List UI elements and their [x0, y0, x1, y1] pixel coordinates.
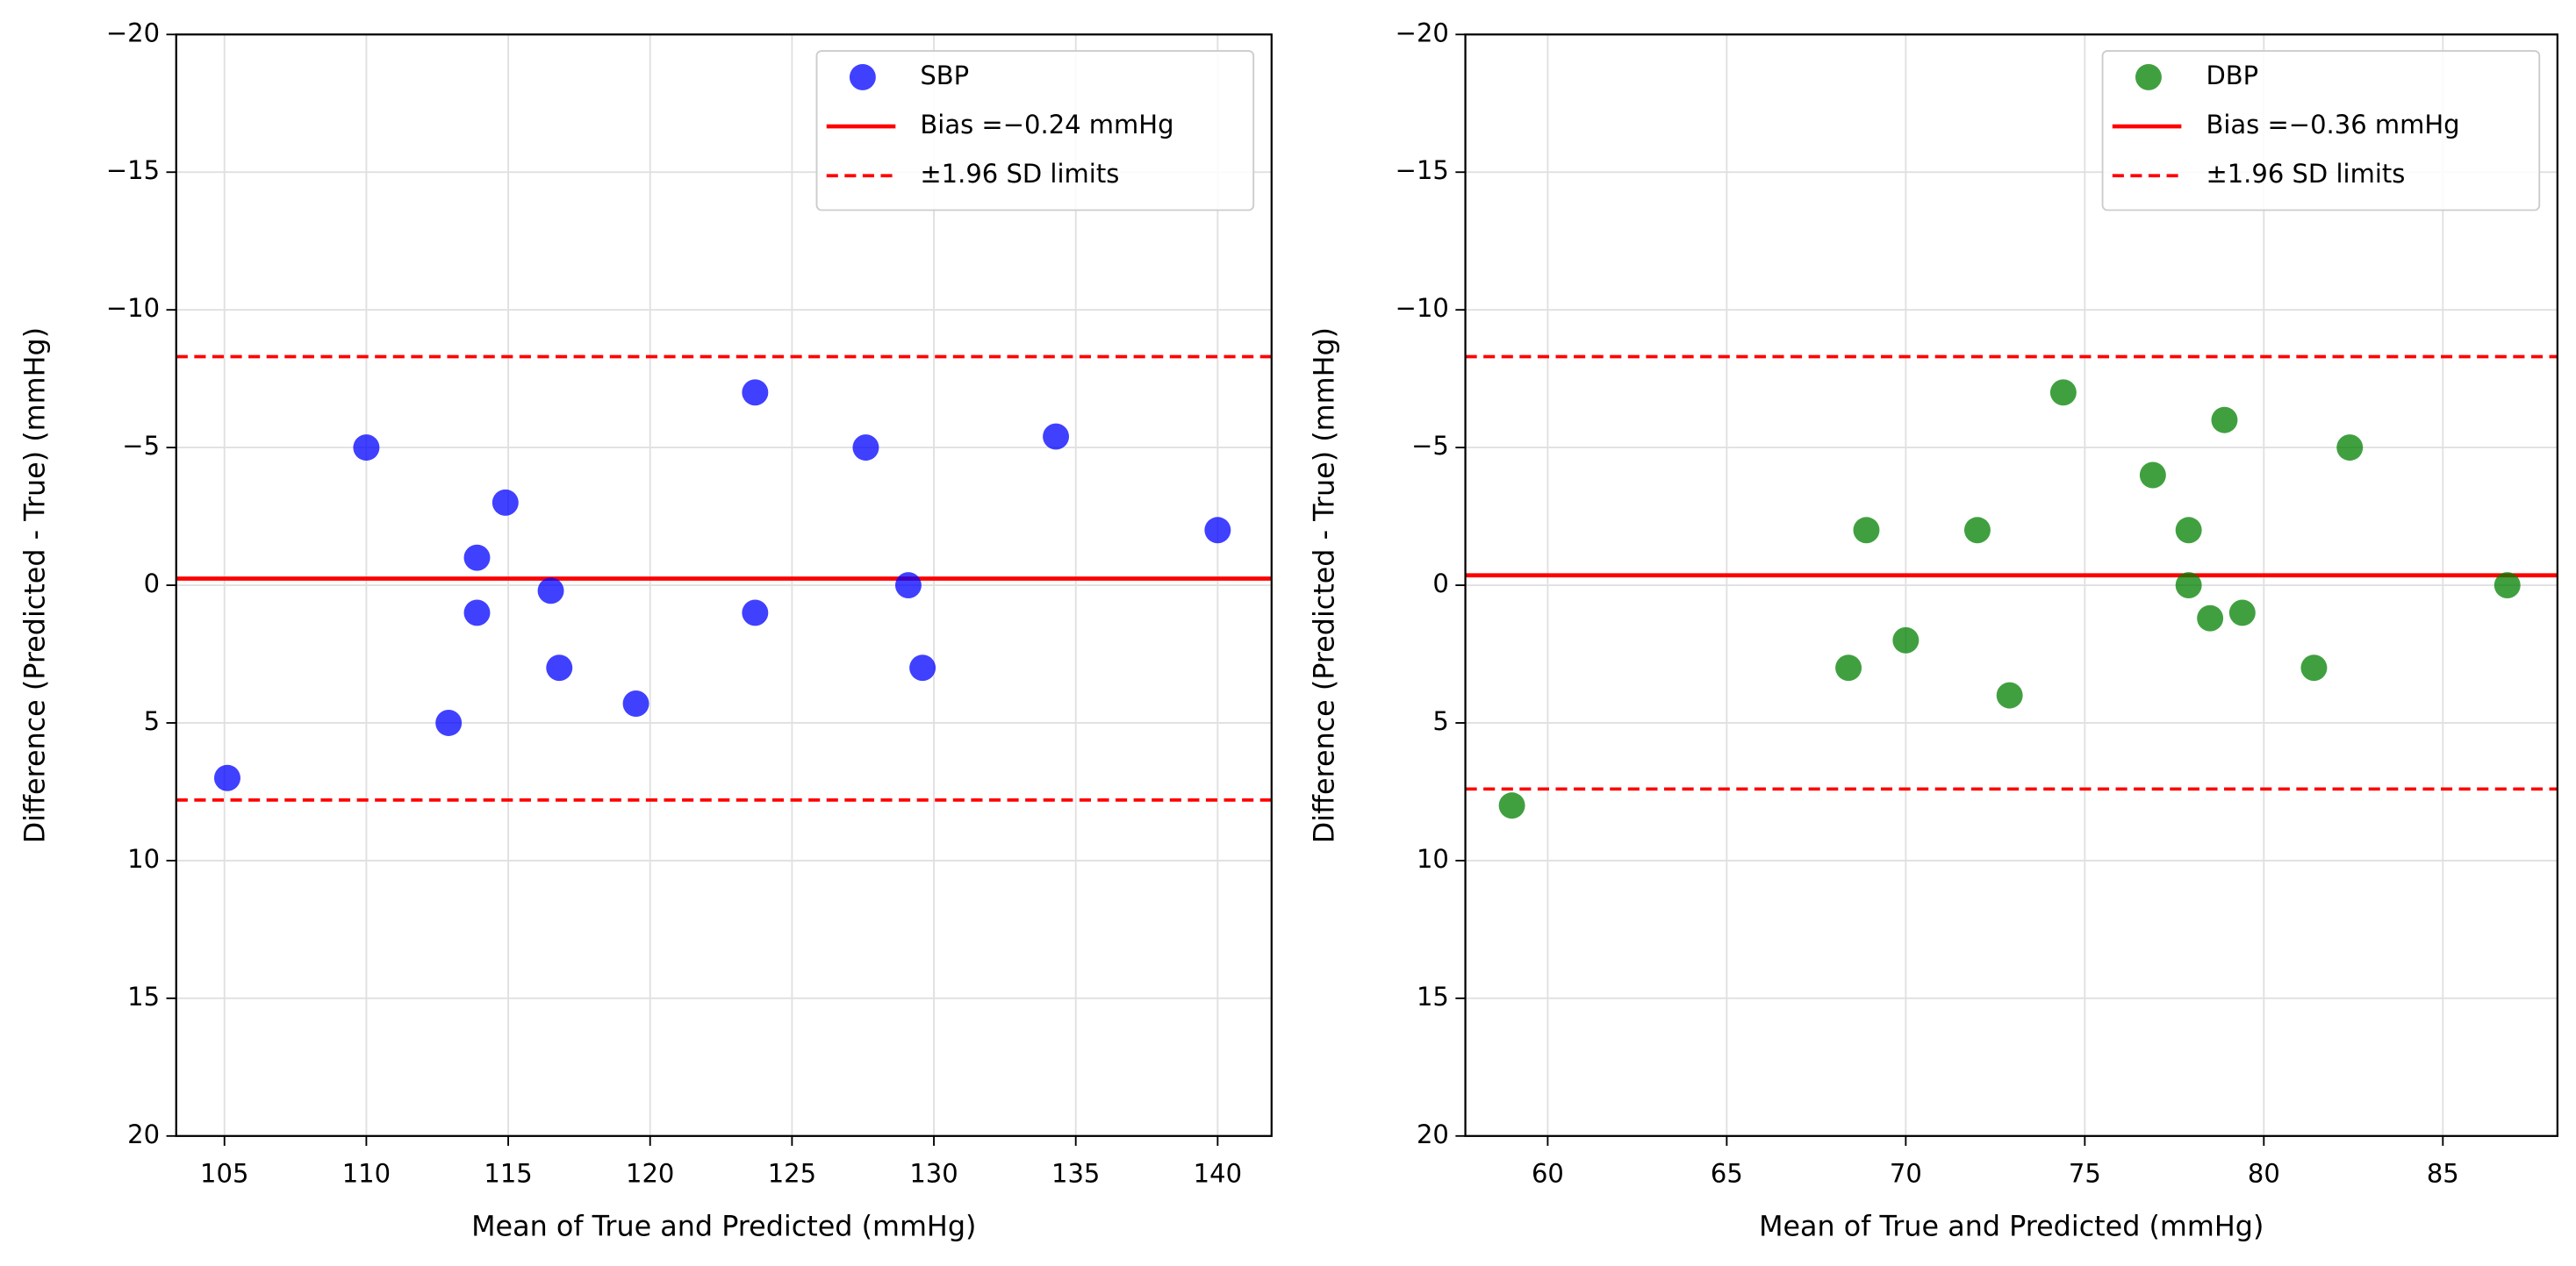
legend-box: [815, 50, 1255, 211]
point: [1204, 517, 1231, 544]
point: [492, 489, 519, 516]
point: [537, 577, 564, 604]
plot-panel: 105 110 115 120 125 130 135 140 −20 −15 −10 −5 0 5 10 1…: [19, 18, 1273, 1243]
point: [852, 434, 879, 461]
y-tick-label: −20: [1396, 18, 1449, 47]
x-tick-label: 65: [1711, 1159, 1743, 1189]
point: [742, 379, 769, 406]
y-tick-label: 20: [127, 1119, 160, 1149]
x-tick-label: 115: [484, 1159, 532, 1189]
x-tick-label: 140: [1194, 1159, 1242, 1189]
x-tick-label: 130: [909, 1159, 958, 1189]
x-tick-label: 75: [2069, 1159, 2101, 1189]
point: [435, 710, 463, 736]
y-tick-label: −20: [106, 18, 160, 47]
point: [742, 599, 769, 626]
legend-label: ±1.96 SD limits: [920, 159, 1119, 189]
point: [1835, 654, 1862, 682]
point: [2197, 604, 2224, 632]
x-tick-label: 80: [2248, 1159, 2280, 1189]
y-tick-label: −5: [1411, 431, 1449, 461]
y-tick-label: 15: [1417, 982, 1449, 1012]
x-axis-label: Mean of True and Predicted (mmHg): [471, 1211, 976, 1243]
y-tick-label: −10: [1396, 293, 1449, 323]
point: [2049, 379, 2077, 406]
x-tick-label: 110: [342, 1159, 391, 1189]
x-axis-label: Mean of True and Predicted (mmHg): [1759, 1211, 2264, 1243]
legend-marker: [849, 63, 876, 90]
y-tick-label: −15: [106, 155, 160, 185]
point: [2175, 572, 2202, 599]
y-tick-label: 10: [1417, 844, 1449, 874]
x-tick-label: 60: [1532, 1159, 1564, 1189]
legend-label: Bias =−0.24 mmHg: [920, 110, 1173, 139]
y-tick-label: 20: [1417, 1119, 1449, 1149]
legend-marker: [2135, 63, 2162, 90]
point: [2300, 654, 2328, 682]
point: [353, 434, 380, 461]
point: [546, 654, 573, 682]
legend: SBP Bias =−0.24 mmHg ±1.96 SD limits: [815, 50, 1255, 211]
legend: DBP Bias =−0.36 mmHg ±1.96 SD limits: [2101, 50, 2541, 211]
legend-label: DBP: [2206, 61, 2258, 90]
point: [2139, 461, 2166, 489]
point: [909, 654, 936, 682]
y-axis-label: Difference (Predicted - True) (mmHg): [1309, 327, 1341, 843]
point: [2228, 599, 2256, 626]
y-axis-label: Difference (Predicted - True) (mmHg): [19, 327, 52, 843]
y-tick-label: −15: [1396, 155, 1449, 185]
x-tick-label: 70: [1890, 1159, 1922, 1189]
y-tick-label: −10: [106, 293, 160, 323]
point: [1963, 517, 1991, 544]
y-tick-label: 0: [1432, 569, 1448, 598]
y-tick-label: 5: [1432, 706, 1448, 736]
point: [2493, 572, 2521, 599]
y-tick-label: 15: [127, 982, 160, 1012]
x-tick-label: 85: [2427, 1159, 2459, 1189]
point: [463, 544, 491, 571]
point: [2175, 517, 2202, 544]
point: [463, 599, 491, 626]
point: [1853, 517, 1880, 544]
x-tick-label: 105: [200, 1159, 248, 1189]
axes-frame: [175, 33, 1273, 1137]
legend-label: SBP: [920, 61, 969, 90]
y-tick-label: 0: [144, 569, 160, 598]
axes-frame: [1464, 33, 2558, 1137]
y-tick-label: 5: [144, 706, 160, 736]
legend-label: ±1.96 SD limits: [2206, 159, 2405, 189]
point: [1498, 792, 1525, 819]
point: [1892, 626, 1919, 654]
x-tick-label: 135: [1051, 1159, 1100, 1189]
point: [894, 572, 922, 599]
x-tick-label: 120: [626, 1159, 674, 1189]
legend-box: [2101, 50, 2541, 211]
point: [1043, 423, 1070, 450]
point: [622, 690, 649, 717]
point: [1996, 682, 2023, 709]
y-tick-label: 10: [127, 844, 160, 874]
legend-label: Bias =−0.36 mmHg: [2206, 110, 2459, 139]
plot-panel: 60 65 70 75 80 85 −20 −15 −10 −5 0 5 10 15 20 Mean of T…: [1309, 18, 2558, 1243]
point: [2211, 406, 2238, 433]
point: [213, 764, 240, 791]
x-tick-label: 125: [768, 1159, 816, 1189]
y-tick-label: −5: [122, 431, 160, 461]
point: [2336, 434, 2364, 461]
